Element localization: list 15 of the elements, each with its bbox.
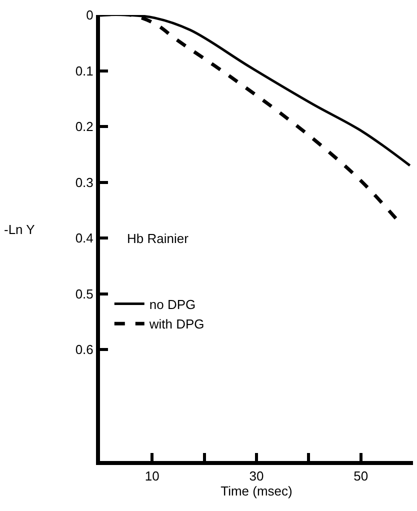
y-tick-label: 0.6	[75, 342, 94, 358]
x-axis-title: Time (msec)	[220, 484, 292, 499]
x-tick-label: 50	[354, 468, 368, 484]
y-tick-label: 0.3	[75, 174, 94, 190]
y-tick-label: 0	[86, 8, 94, 23]
y-tick-label: 0.1	[75, 63, 94, 78]
y-tick-label: 0.2	[75, 119, 94, 134]
y-tick-label: 0.5	[75, 286, 94, 302]
legend-label: no DPG	[149, 296, 196, 312]
legend-label: with DPG	[148, 316, 204, 332]
y-tick-label: 0.4	[75, 230, 94, 246]
x-tick-label: 30	[249, 468, 264, 484]
y-axis-title: -Ln Y	[4, 222, 36, 237]
annotation: Hb Rainier	[127, 231, 190, 246]
x-tick-label: 10	[144, 468, 160, 484]
